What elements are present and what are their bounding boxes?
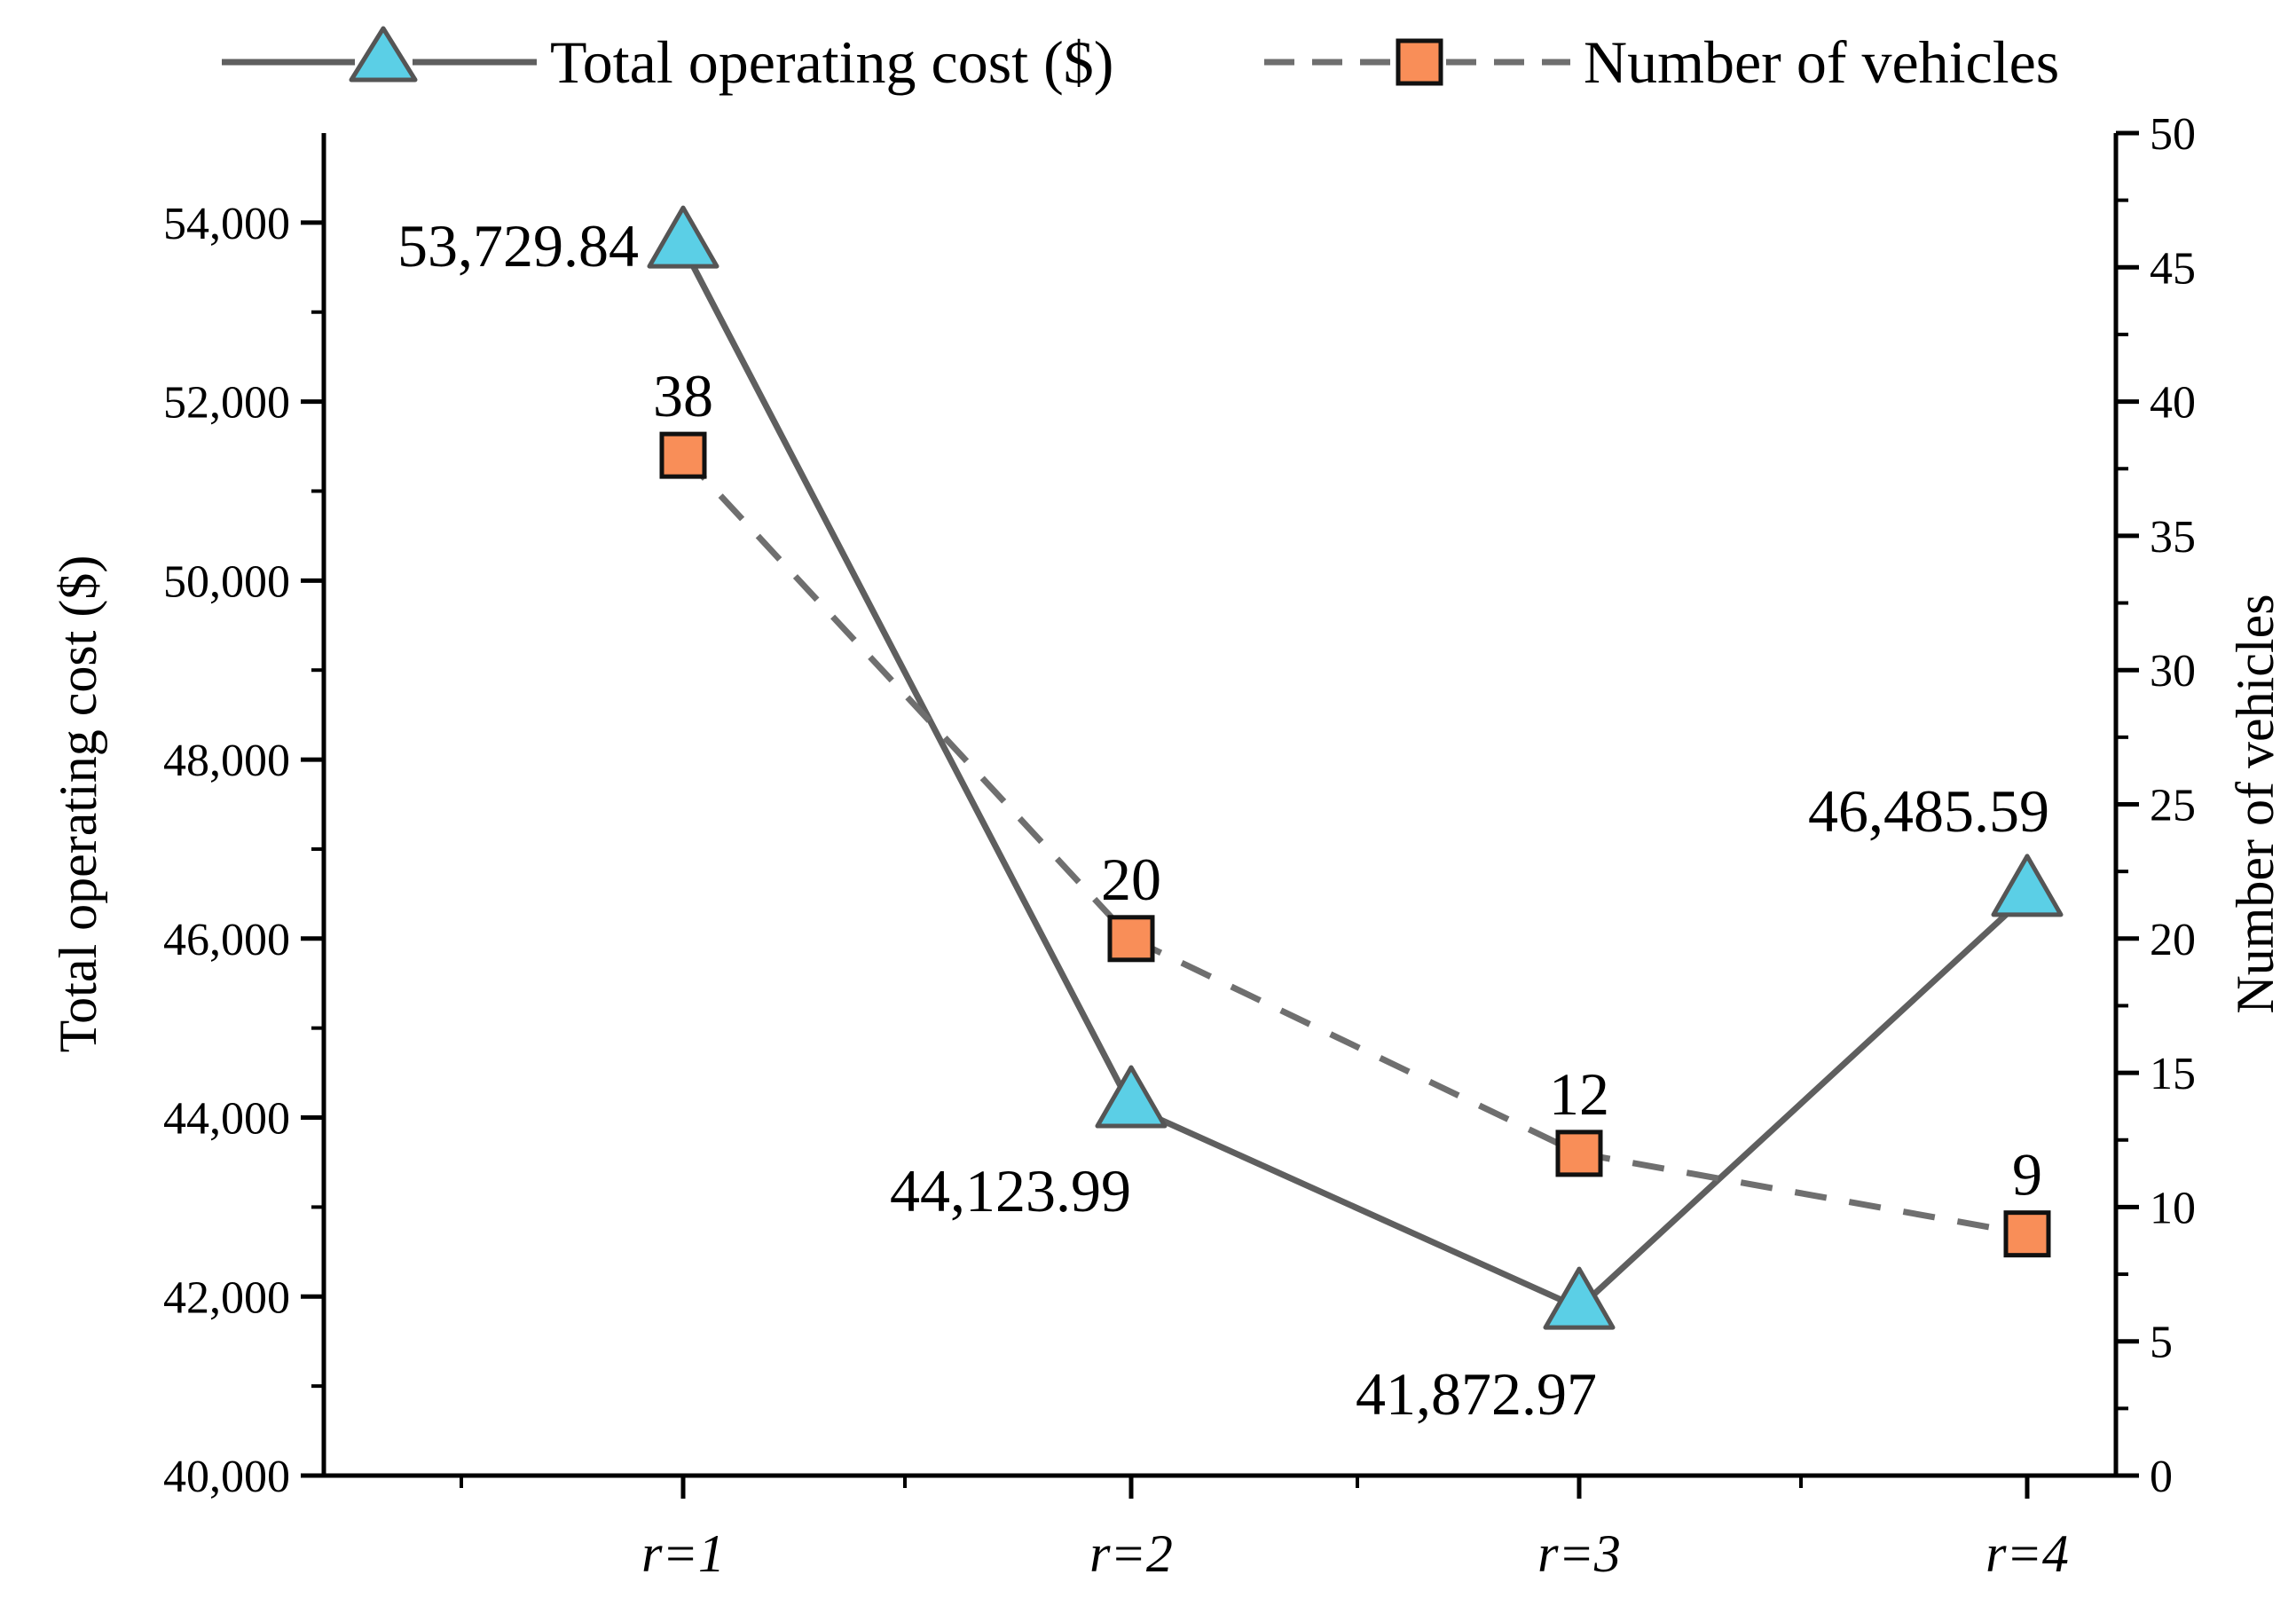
legend-item-total-operating-cost: Total operating cost ($) (222, 26, 1113, 96)
vehicles-data-label: 9 (2012, 1141, 2042, 1208)
right-tick-label: 10 (2150, 1183, 2196, 1233)
right-tick-label: 15 (2150, 1049, 2196, 1099)
legend-item-number-of-vehicles: Number of vehicles (1264, 28, 2059, 96)
vehicles-data-label: 12 (1549, 1060, 1609, 1128)
cost-data-label: 53,729.84 (397, 212, 639, 279)
right-tick-label: 5 (2150, 1318, 2173, 1368)
right-tick-label: 25 (2150, 781, 2196, 831)
right-tick-label: 30 (2150, 646, 2196, 697)
x-axis-ticks: r=1 r=2 r=3 r=4 (460, 1476, 2069, 1583)
right-axis-title: Number of vehicles (2226, 594, 2284, 1013)
vehicles-square-marker (659, 431, 707, 479)
x-category-label: r=3 (1537, 1524, 1621, 1583)
cost-triangle-marker (1991, 854, 2064, 917)
left-tick-label: 46,000 (163, 915, 290, 965)
right-tick-label: 40 (2150, 378, 2196, 429)
left-tick-label: 42,000 (163, 1272, 290, 1323)
vehicles-square-marker (1107, 915, 1155, 963)
right-tick-label: 35 (2150, 512, 2196, 563)
cost-data-label: 41,872.97 (1356, 1360, 1597, 1428)
cost-triangle-marker (1543, 1266, 1616, 1330)
right-tick-label: 50 (2150, 109, 2196, 160)
left-tick-label: 54,000 (163, 199, 290, 249)
cost-data-label: 44,123.99 (890, 1157, 1131, 1224)
left-tick-label: 50,000 (163, 556, 290, 607)
legend: Total operating cost ($) Number of vehic… (222, 26, 2059, 96)
right-tick-label: 45 (2150, 243, 2196, 294)
data-labels: 53,729.84 44,123.99 41,872.97 46,485.59 38 20… (397, 212, 2049, 1428)
left-tick-label: 40,000 (163, 1452, 290, 1502)
series-lines (680, 245, 2030, 1311)
vehicles-data-label: 38 (653, 362, 713, 429)
legend-square-marker (1396, 38, 1443, 86)
vehicles-data-label: 20 (1101, 846, 1161, 913)
cost-triangle-marker (647, 205, 719, 269)
x-category-label: r=2 (1089, 1524, 1173, 1583)
legend-triangle-marker (349, 26, 418, 83)
cost-data-label: 46,485.59 (1808, 777, 2049, 845)
left-axis-ticks: 40,000 42,000 44,000 46,000 48,000 50,000 52,0… (163, 199, 324, 1502)
x-category-label: r=1 (641, 1524, 725, 1583)
x-category-label: r=4 (1985, 1524, 2069, 1583)
right-tick-label: 20 (2150, 915, 2196, 965)
vehicles-square-marker (1555, 1130, 1603, 1177)
legend-label-cost: Total operating cost ($) (550, 28, 1113, 96)
cost-series-line (680, 245, 2030, 1311)
right-tick-label: 0 (2150, 1452, 2173, 1502)
vehicles-square-marker (2003, 1210, 2051, 1258)
right-axis-ticks: 0 5 10 15 20 25 30 35 40 45 50 (2116, 109, 2196, 1502)
series-markers (647, 205, 2064, 1330)
vehicles-series-line (680, 453, 2028, 1238)
left-tick-label: 52,000 (163, 378, 290, 429)
cost-triangle-marker (1095, 1065, 1168, 1129)
legend-label-vehicles: Number of vehicles (1584, 28, 2059, 96)
left-axis-title: Total operating cost ($) (49, 555, 107, 1053)
left-tick-label: 48,000 (163, 736, 290, 786)
left-tick-label: 44,000 (163, 1094, 290, 1145)
